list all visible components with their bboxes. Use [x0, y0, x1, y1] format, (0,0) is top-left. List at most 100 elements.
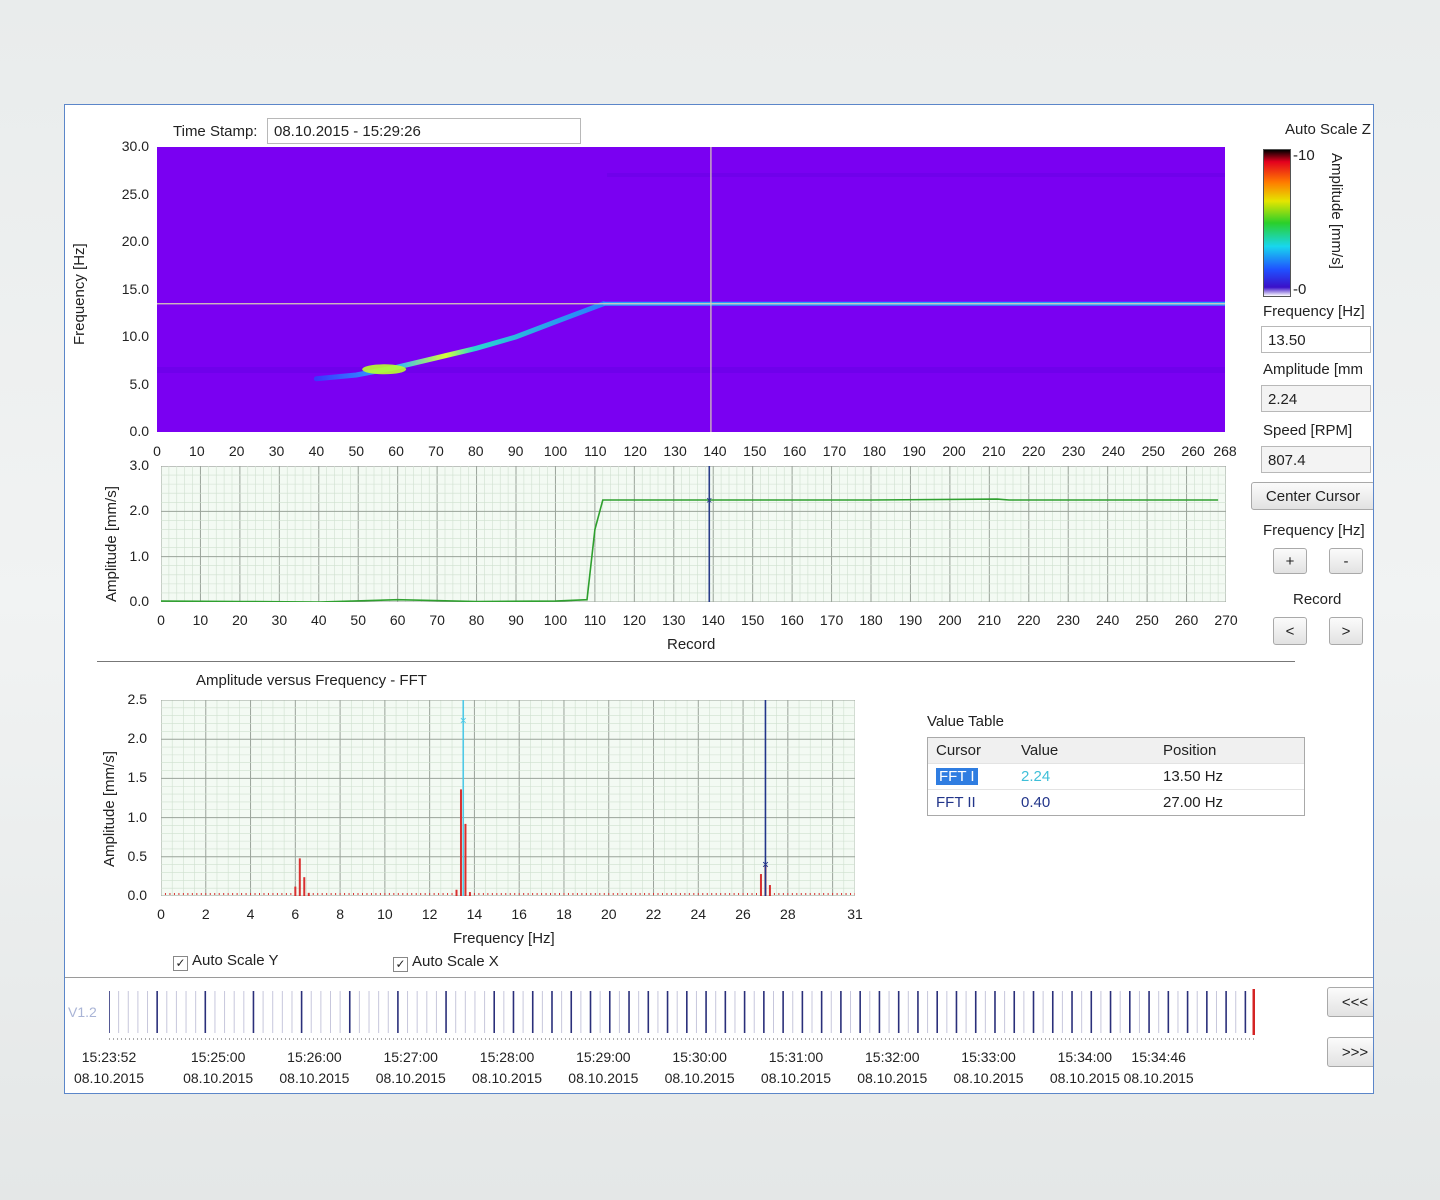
trend-x-tick: 110 [583, 612, 607, 628]
trend-grid [161, 466, 1226, 602]
speed-field[interactable]: 807.4 [1261, 446, 1371, 473]
timeline-tick-time: 15:23:52 [81, 1049, 137, 1065]
record-next-button[interactable]: > [1329, 617, 1363, 645]
spectrogram-x-tick: 50 [348, 443, 365, 459]
fft-x-tick: 10 [377, 906, 393, 922]
amplitude-field[interactable]: 2.24 [1261, 385, 1371, 412]
auto-scale-x-label: Auto Scale X [412, 953, 499, 970]
trend-x-tick: 70 [429, 612, 445, 628]
colorbar-axis-label: Amplitude [mm/s] [1328, 153, 1345, 269]
fft-cursor-marker: × [762, 858, 769, 872]
timeline-tick-date: 08.10.2015 [183, 1070, 254, 1086]
trend-chart[interactable]: × [161, 466, 1226, 602]
table-row[interactable]: FFT II 0.40 27.00 Hz [928, 789, 1304, 815]
spectrogram-y-tick: 15.0 [121, 280, 149, 297]
timeline-tick-time: 15:31:00 [768, 1049, 824, 1065]
timeline-strip[interactable] [109, 987, 1255, 1041]
spectrogram-x-tick: 40 [308, 443, 325, 459]
timeline-records [109, 989, 1255, 1035]
section-divider [97, 661, 1295, 662]
cursor-name-selected[interactable]: FFT I [936, 768, 978, 785]
trend-x-tick: 190 [898, 612, 923, 628]
spectrogram-y-tick: 20.0 [121, 233, 149, 249]
trend-x-tick: 130 [662, 612, 686, 628]
trend-y-tick: 2.0 [129, 502, 149, 519]
fft-x-tick: 4 [246, 906, 255, 922]
trend-x-tick: 90 [508, 612, 524, 628]
auto-scale-y-label: Auto Scale Y [192, 952, 279, 969]
trend-x-tick: 150 [740, 612, 765, 628]
trend-x-tick: 250 [1135, 612, 1159, 628]
fft-x-tick: 26 [735, 906, 751, 922]
spectrogram-plot[interactable] [157, 147, 1225, 432]
trend-y-tick: 1.0 [129, 547, 149, 564]
colorbar-max-label: -10 [1293, 147, 1315, 164]
trend-plot-area [161, 466, 1226, 602]
trend-y-axis-label: Amplitude [mm/s] [103, 486, 120, 602]
spectrogram-y-axis-label: Frequency [Hz] [71, 243, 88, 345]
spectrogram-ridge [313, 301, 606, 382]
spectrogram-y-tick: 25.0 [121, 185, 149, 202]
fft-y-axis-label: Amplitude [mm/s] [101, 751, 118, 867]
auto-scale-x-checkbox[interactable]: ✓ Auto Scale X [393, 953, 499, 972]
center-cursor-button[interactable]: Center Cursor [1251, 482, 1373, 510]
timestamp-field[interactable]: 08.10.2015 - 15:29:26 [267, 118, 581, 144]
position-cell: 13.50 Hz [1163, 768, 1224, 785]
record-prev-button[interactable]: < [1273, 617, 1307, 645]
timeline-tick-date: 08.10.2015 [857, 1070, 928, 1086]
timeline-tick-label: 15:30:00 08.10.2015 [665, 1047, 735, 1089]
fft-cursors[interactable]: ×× [460, 700, 769, 896]
auto-scale-y-checkbox[interactable]: ✓ Auto Scale Y [173, 952, 278, 971]
timeline-tick-date: 08.10.2015 [472, 1070, 543, 1086]
trend-x-tick: 120 [622, 612, 647, 628]
fft-cursor-marker: × [460, 713, 467, 727]
spectrogram-y-tick: 0.0 [129, 423, 149, 439]
fft-x-tick: 22 [645, 906, 662, 922]
timeline-tick-time: 15:27:00 [383, 1049, 438, 1065]
trend-series-line [161, 498, 1219, 602]
trend-x-tick: 30 [271, 612, 288, 628]
spectrogram-x-tick: 250 [1141, 443, 1165, 459]
speed-label: Speed [RPM] [1263, 422, 1353, 439]
frequency-increase-button[interactable]: + [1273, 548, 1307, 574]
version-label: V1.2 [68, 1004, 97, 1020]
spectrogram-x-tick: 268 [1213, 443, 1237, 459]
fft-y-tick: 2.0 [127, 730, 147, 747]
table-row[interactable]: FFT I 2.24 13.50 Hz [928, 763, 1304, 789]
fft-x-axis-label: Frequency [Hz] [453, 930, 555, 947]
trend-cursor-marker: × [706, 495, 712, 507]
fft-x-tick: 0 [157, 906, 165, 922]
colorbar-gradient [1263, 149, 1291, 297]
timeline-back-button[interactable]: <<< [1327, 987, 1373, 1017]
spectrogram-x-tick: 60 [388, 443, 404, 459]
trend-x-tick: 40 [310, 612, 327, 628]
timeline-tick-label: 15:32:00 08.10.2015 [857, 1047, 927, 1089]
cursor-cell: FFT I [928, 768, 1013, 785]
timeline-tick-date: 08.10.2015 [73, 1070, 145, 1086]
value-table[interactable]: Cursor Value Position FFT I 2.24 13.50 H… [927, 737, 1305, 816]
timeline-tick-label: 15:26:00 08.10.2015 [279, 1047, 349, 1089]
fft-y-tick: 1.5 [127, 769, 147, 786]
fft-x-tick: 24 [690, 906, 707, 922]
fft-x-tick: 16 [511, 906, 527, 922]
timeline-tick-date: 08.10.2015 [375, 1070, 446, 1086]
frequency-decrease-button[interactable]: - [1329, 548, 1363, 574]
timeline-tick-time: 15:28:00 [479, 1049, 535, 1065]
colorbar-title: Auto Scale Z [1285, 121, 1371, 138]
trend-x-tick: 170 [819, 612, 844, 628]
check-mark-icon: ✓ [393, 957, 408, 972]
trend-x-tick: 210 [977, 612, 1002, 628]
frequency-field[interactable]: 13.50 [1261, 326, 1371, 353]
timeline-forward-button[interactable]: >>> [1327, 1037, 1373, 1067]
column-header: Position [1163, 742, 1217, 759]
trend-x-axis-label: Record [667, 636, 716, 653]
column-header: Value [1021, 742, 1059, 759]
timeline-tick-time: 15:32:00 [864, 1049, 920, 1065]
trend-x-tick: 100 [543, 612, 568, 628]
fft-x-tick: 14 [466, 906, 483, 922]
fft-x-tick: 28 [780, 906, 796, 922]
fft-chart[interactable]: ×× [161, 700, 855, 896]
timeline-tick-date: 08.10.2015 [1049, 1070, 1120, 1086]
spectrogram-x-tick: 180 [862, 443, 886, 459]
timestamp-label: Time Stamp: [173, 123, 258, 140]
